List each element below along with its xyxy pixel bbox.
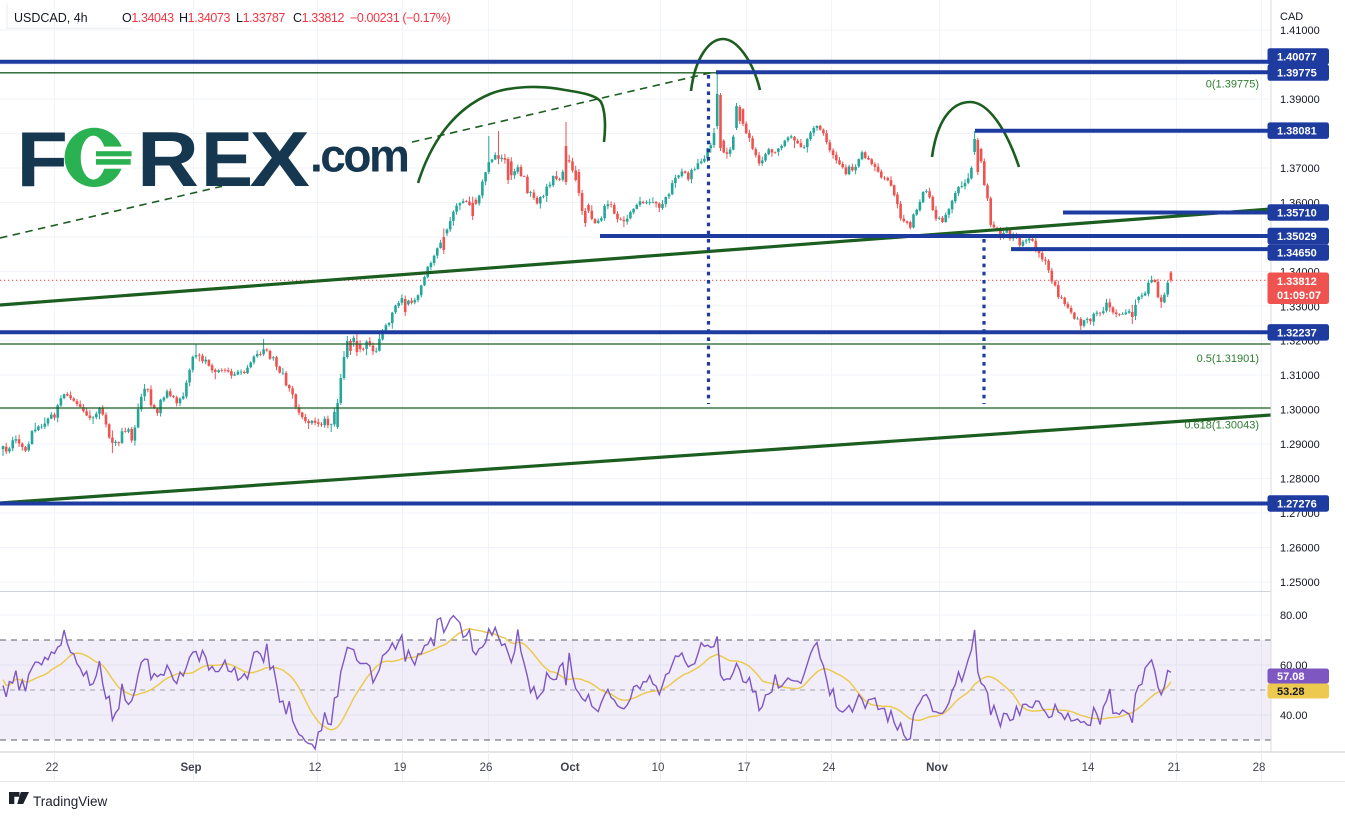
svg-text:80.00: 80.00 — [1280, 610, 1308, 622]
svg-text:−0.00231 (−0.17%): −0.00231 (−0.17%) — [350, 11, 450, 25]
svg-text:E: E — [201, 115, 253, 203]
svg-text:1.40077: 1.40077 — [1277, 52, 1317, 64]
svg-text:F: F — [17, 117, 68, 203]
svg-text:Oct: Oct — [560, 762, 579, 774]
svg-text:40.00: 40.00 — [1280, 710, 1308, 722]
svg-text:1.39775: 1.39775 — [1277, 68, 1317, 80]
svg-text:0.5(1.31901): 0.5(1.31901) — [1197, 353, 1259, 365]
svg-text:TradingView: TradingView — [33, 794, 108, 809]
svg-text:1.34650: 1.34650 — [1277, 248, 1317, 260]
svg-text:0(1.39775): 0(1.39775) — [1206, 79, 1259, 91]
svg-text:Sep: Sep — [180, 762, 201, 774]
svg-text:Nov: Nov — [926, 762, 948, 774]
svg-text:57.08: 57.08 — [1277, 671, 1305, 683]
svg-text:1.38081: 1.38081 — [1277, 126, 1317, 138]
svg-text:C1.33812: C1.33812 — [293, 11, 344, 25]
svg-text:26: 26 — [480, 762, 493, 774]
svg-text:L1.33787: L1.33787 — [236, 11, 285, 25]
svg-text:12: 12 — [309, 762, 322, 774]
svg-text:17: 17 — [738, 762, 751, 774]
svg-text:USDCAD, 4h: USDCAD, 4h — [14, 11, 88, 25]
svg-text:1.37000: 1.37000 — [1280, 163, 1320, 175]
svg-text:21: 21 — [1168, 762, 1181, 774]
svg-text:01:09:07: 01:09:07 — [1277, 290, 1321, 302]
svg-text:1.33812: 1.33812 — [1277, 276, 1317, 288]
svg-text:.com: .com — [310, 129, 408, 181]
svg-text:X: X — [250, 116, 310, 203]
svg-text:53.28: 53.28 — [1277, 686, 1305, 698]
svg-text:1.27276: 1.27276 — [1277, 499, 1317, 511]
svg-text:1.26000: 1.26000 — [1280, 543, 1320, 555]
svg-text:19: 19 — [394, 762, 407, 774]
svg-text:1.33000: 1.33000 — [1280, 302, 1320, 314]
svg-text:1.35029: 1.35029 — [1277, 231, 1317, 243]
svg-text:1.25000: 1.25000 — [1280, 577, 1320, 589]
svg-text:1.41000: 1.41000 — [1280, 25, 1320, 37]
svg-text:H1.34073: H1.34073 — [179, 11, 230, 25]
svg-text:10: 10 — [652, 762, 665, 774]
svg-text:R: R — [137, 117, 199, 204]
svg-text:O1.34043: O1.34043 — [122, 11, 174, 25]
svg-text:1.39000: 1.39000 — [1280, 94, 1320, 106]
svg-text:,: , — [76, 11, 79, 25]
svg-text:1.29000: 1.29000 — [1280, 439, 1320, 451]
svg-text:1.31000: 1.31000 — [1280, 370, 1320, 382]
svg-text:1.30000: 1.30000 — [1280, 405, 1320, 417]
svg-text:22: 22 — [46, 762, 59, 774]
svg-text:1.35710: 1.35710 — [1277, 208, 1317, 220]
svg-text:CAD: CAD — [1280, 11, 1303, 23]
svg-text:24: 24 — [823, 762, 836, 774]
svg-text:1.28000: 1.28000 — [1280, 474, 1320, 486]
svg-text:28: 28 — [1253, 762, 1266, 774]
svg-text:14: 14 — [1082, 762, 1095, 774]
svg-text:1.32237: 1.32237 — [1277, 327, 1317, 339]
svg-text:0.618(1.30043): 0.618(1.30043) — [1184, 420, 1259, 432]
